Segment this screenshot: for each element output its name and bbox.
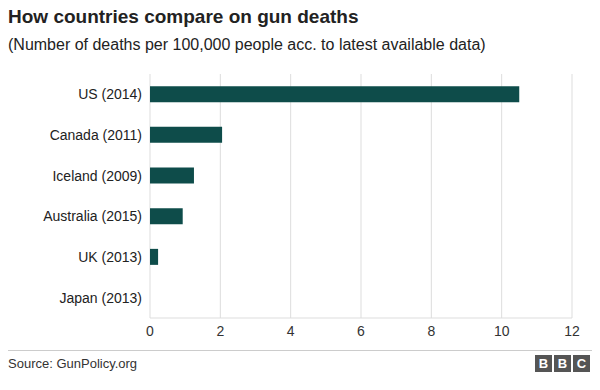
- svg-text:0: 0: [146, 323, 154, 339]
- html-text:Source: GunPolicy.org: Source: GunPolicy.org: [8, 356, 138, 371]
- svg-text:10: 10: [494, 323, 510, 339]
- html-text:C: C: [576, 356, 587, 371]
- html-text:(Number of deaths per 100,000: (Number of deaths per 100,000 people acc…: [8, 36, 486, 53]
- svg-text:US (2014): US (2014): [78, 86, 142, 102]
- svg-text:Japan (2013): Japan (2013): [59, 290, 142, 306]
- html-text:How countries compare on gun d: How countries compare on gun deaths: [8, 6, 359, 27]
- svg-text:Australia (2015): Australia (2015): [43, 208, 142, 224]
- html-text:B: B: [557, 356, 568, 371]
- svg-text:4: 4: [287, 323, 295, 339]
- svg-text:8: 8: [427, 323, 435, 339]
- svg-text:6: 6: [357, 323, 365, 339]
- svg-text:2: 2: [216, 323, 224, 339]
- svg-text:UK (2013): UK (2013): [78, 249, 142, 265]
- svg-text:Canada (2011): Canada (2011): [50, 127, 142, 143]
- svg-text:12: 12: [564, 323, 580, 339]
- svg-text:Iceland (2009): Iceland (2009): [52, 168, 142, 184]
- html-text:B: B: [538, 356, 549, 371]
